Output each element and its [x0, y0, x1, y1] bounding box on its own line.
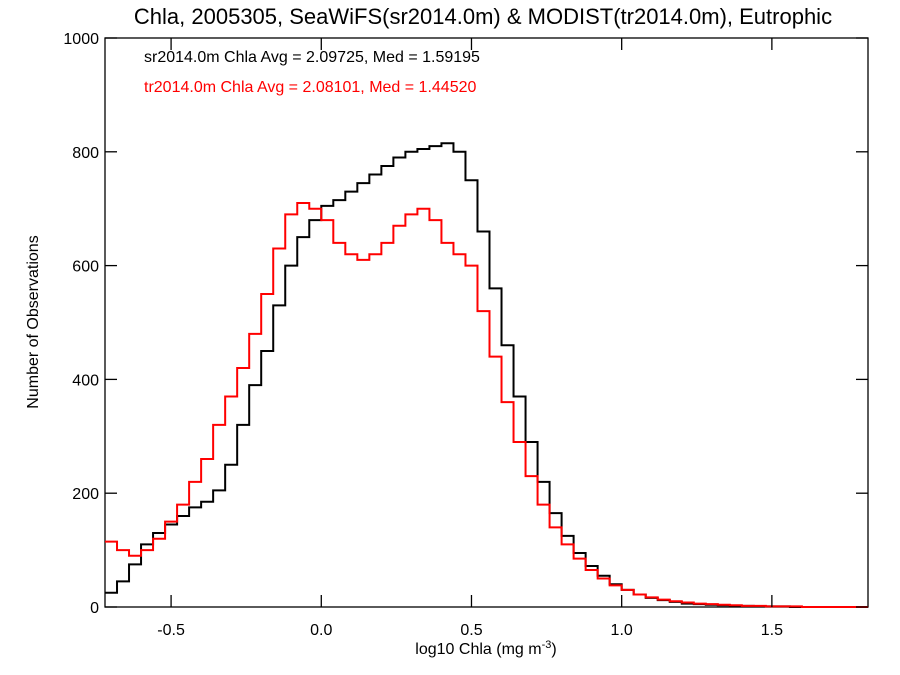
- x-tick-label: 0.5: [460, 622, 482, 639]
- y-tick-label: 0: [90, 600, 99, 617]
- x-tick-label: -0.5: [157, 622, 185, 639]
- y-tick-label: 600: [72, 259, 99, 276]
- y-tick-label: 800: [72, 145, 99, 162]
- y-tick-label: 400: [72, 372, 99, 389]
- legend-entry-series-2: tr2014.0m Chla Avg = 2.08101, Med = 1.44…: [144, 79, 476, 96]
- y-axis-ticks: 0 200 400 600 800 1000: [63, 31, 868, 617]
- x-axis-label-main: log10 Chla (mg m: [415, 641, 541, 658]
- x-tick-label: 1.0: [611, 622, 633, 639]
- chart-title: Chla, 2005305, SeaWiFS(sr2014.0m) & MODI…: [134, 4, 832, 29]
- y-axis-label: Number of Observations: [25, 235, 42, 408]
- x-axis-label: log10 Chla (mg m-3): [415, 639, 556, 658]
- y-tick-label: 1000: [63, 31, 99, 48]
- x-axis-ticks: -0.5 0.0 0.5 1.0 1.5: [157, 38, 783, 639]
- y-tick-label: 200: [72, 486, 99, 503]
- plot-frame: [104, 37, 869, 608]
- x-axis-label-superscript: -3: [542, 639, 552, 651]
- series-line-2: [105, 202, 868, 608]
- legend-entry-series-1: sr2014.0m Chla Avg = 2.09725, Med = 1.59…: [144, 49, 480, 66]
- x-tick-label: 0.0: [310, 622, 332, 639]
- x-axis-label-end: ): [551, 641, 556, 658]
- series-layer: [105, 142, 868, 608]
- x-tick-label: 1.5: [761, 622, 783, 639]
- series-line-1: [105, 142, 868, 608]
